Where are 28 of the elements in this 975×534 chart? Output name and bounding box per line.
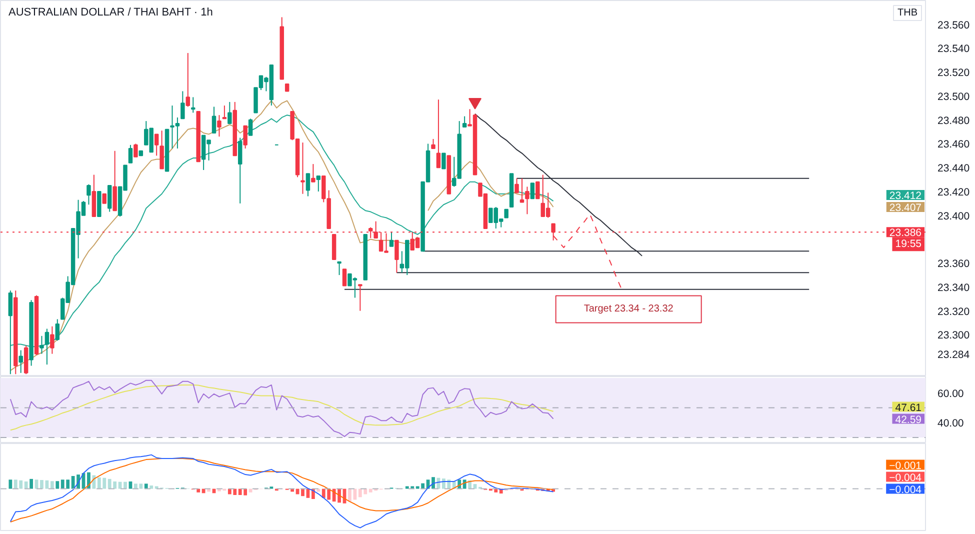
annotation: −0.004 xyxy=(889,484,922,496)
annotation: −0.001 xyxy=(889,460,922,472)
annotation: −0.004 xyxy=(889,472,922,484)
y-tick-label: 23.400 xyxy=(938,210,970,222)
y-tick-label: 23.500 xyxy=(938,90,970,103)
y-tick-label: 40.00 xyxy=(938,418,964,430)
y-tick-label: 23.560 xyxy=(938,19,970,32)
annotation: Target 23.34 - 23.32 xyxy=(584,304,674,315)
annotation: 47.61 xyxy=(895,402,922,414)
annotation: 19:55 xyxy=(895,238,922,250)
annotation: 42.59 xyxy=(895,414,922,426)
annotation: 23.407 xyxy=(889,202,922,214)
y-tick-label: 23.360 xyxy=(938,258,970,270)
y-tick-label: 23.420 xyxy=(938,186,970,198)
text: AUSTRALIAN DOLLAR / THAI BAHT · 1h xyxy=(8,6,213,18)
y-tick-label: 23.460 xyxy=(938,138,970,151)
y-tick-label: 23.520 xyxy=(938,67,970,80)
y-tick-label: 23.320 xyxy=(938,306,970,318)
annotation: 23.412 xyxy=(889,190,922,202)
y-axis-title: THB xyxy=(898,8,918,18)
y-tick-label: 23.480 xyxy=(938,114,970,127)
y-tick-label: 60.00 xyxy=(938,388,964,400)
y-tick-label: 23.440 xyxy=(938,162,970,175)
y-tick-label: 23.284 xyxy=(938,348,970,361)
ref-line-label: 23.386 xyxy=(889,227,922,240)
y-tick-label: 23.340 xyxy=(938,282,970,294)
y-tick-label: 23.300 xyxy=(938,330,970,342)
y-tick-label: 23.540 xyxy=(938,43,970,56)
